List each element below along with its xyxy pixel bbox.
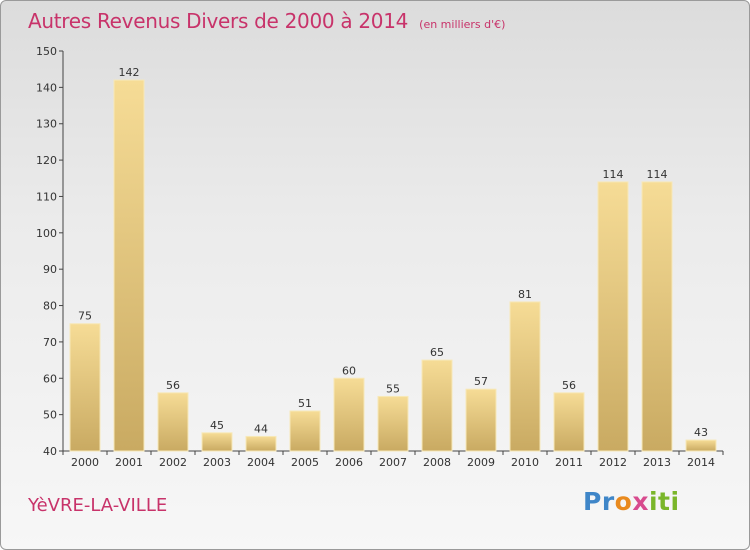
y-tick-label: 40 — [43, 445, 57, 458]
bar — [157, 392, 189, 452]
x-tick-label: 2007 — [379, 456, 407, 469]
chart-unit: (en milliers d'€) — [419, 18, 506, 31]
x-tick-label: 2011 — [555, 456, 583, 469]
bar-value-label: 56 — [562, 379, 576, 392]
bar-value-label: 60 — [342, 364, 356, 377]
x-tick-label: 2004 — [247, 456, 275, 469]
bar-value-label: 51 — [298, 397, 312, 410]
bar-value-label: 55 — [386, 382, 400, 395]
bar — [69, 323, 101, 452]
x-tick-label: 2000 — [71, 456, 99, 469]
y-tick-label: 140 — [36, 81, 57, 94]
bar-value-label: 44 — [254, 422, 268, 435]
bar — [113, 79, 145, 452]
x-tick-label: 2010 — [511, 456, 539, 469]
logo-part: x — [632, 487, 649, 516]
bar — [333, 377, 365, 452]
bar-value-label: 114 — [603, 168, 624, 181]
x-tick-label: 2002 — [159, 456, 187, 469]
bar-value-label: 45 — [210, 419, 224, 432]
y-tick-label: 50 — [43, 409, 57, 422]
bar-value-label: 57 — [474, 375, 488, 388]
chart-title: Autres Revenus Divers de 2000 à 2014 — [28, 9, 409, 33]
bar-value-label: 114 — [647, 168, 668, 181]
y-tick-label: 150 — [36, 45, 57, 58]
bar-value-label: 43 — [694, 426, 708, 439]
bar-value-label: 142 — [119, 66, 140, 79]
bar — [509, 301, 541, 452]
x-tick-label: 2012 — [599, 456, 627, 469]
y-tick-label: 80 — [43, 300, 57, 313]
bar — [465, 388, 497, 452]
y-tick-label: 110 — [36, 190, 57, 203]
bar — [641, 181, 673, 452]
x-tick-label: 2013 — [643, 456, 671, 469]
y-tick-label: 70 — [43, 336, 57, 349]
bar — [553, 392, 585, 452]
bar-value-label: 65 — [430, 346, 444, 359]
y-tick-label: 100 — [36, 227, 57, 240]
logo-part: Pr — [583, 487, 615, 516]
bar-value-label: 56 — [166, 379, 180, 392]
city-name: YèVRE-LA-VILLE — [28, 495, 168, 516]
x-tick-label: 2008 — [423, 456, 451, 469]
bar — [201, 432, 233, 452]
chart-title-block: Autres Revenus Divers de 2000 à 2014 (en… — [28, 9, 505, 33]
y-tick-label: 130 — [36, 118, 57, 131]
bar — [421, 359, 453, 452]
bar — [245, 435, 277, 452]
bar-value-label: 81 — [518, 288, 532, 301]
bar — [377, 395, 409, 452]
x-tick-label: 2003 — [203, 456, 231, 469]
logo-part: o — [614, 487, 633, 516]
bar — [289, 410, 321, 452]
x-tick-label: 2005 — [291, 456, 319, 469]
bar — [685, 439, 717, 452]
y-tick-label: 120 — [36, 154, 57, 167]
bar-value-label: 75 — [78, 310, 92, 323]
x-tick-label: 2006 — [335, 456, 363, 469]
proxiti-logo: Proxiti — [583, 487, 680, 516]
x-tick-label: 2001 — [115, 456, 143, 469]
x-tick-label: 2009 — [467, 456, 495, 469]
y-tick-label: 90 — [43, 263, 57, 276]
y-tick-label: 60 — [43, 372, 57, 385]
bar — [597, 181, 629, 452]
x-tick-label: 2014 — [687, 456, 715, 469]
logo-part: iti — [648, 487, 680, 516]
